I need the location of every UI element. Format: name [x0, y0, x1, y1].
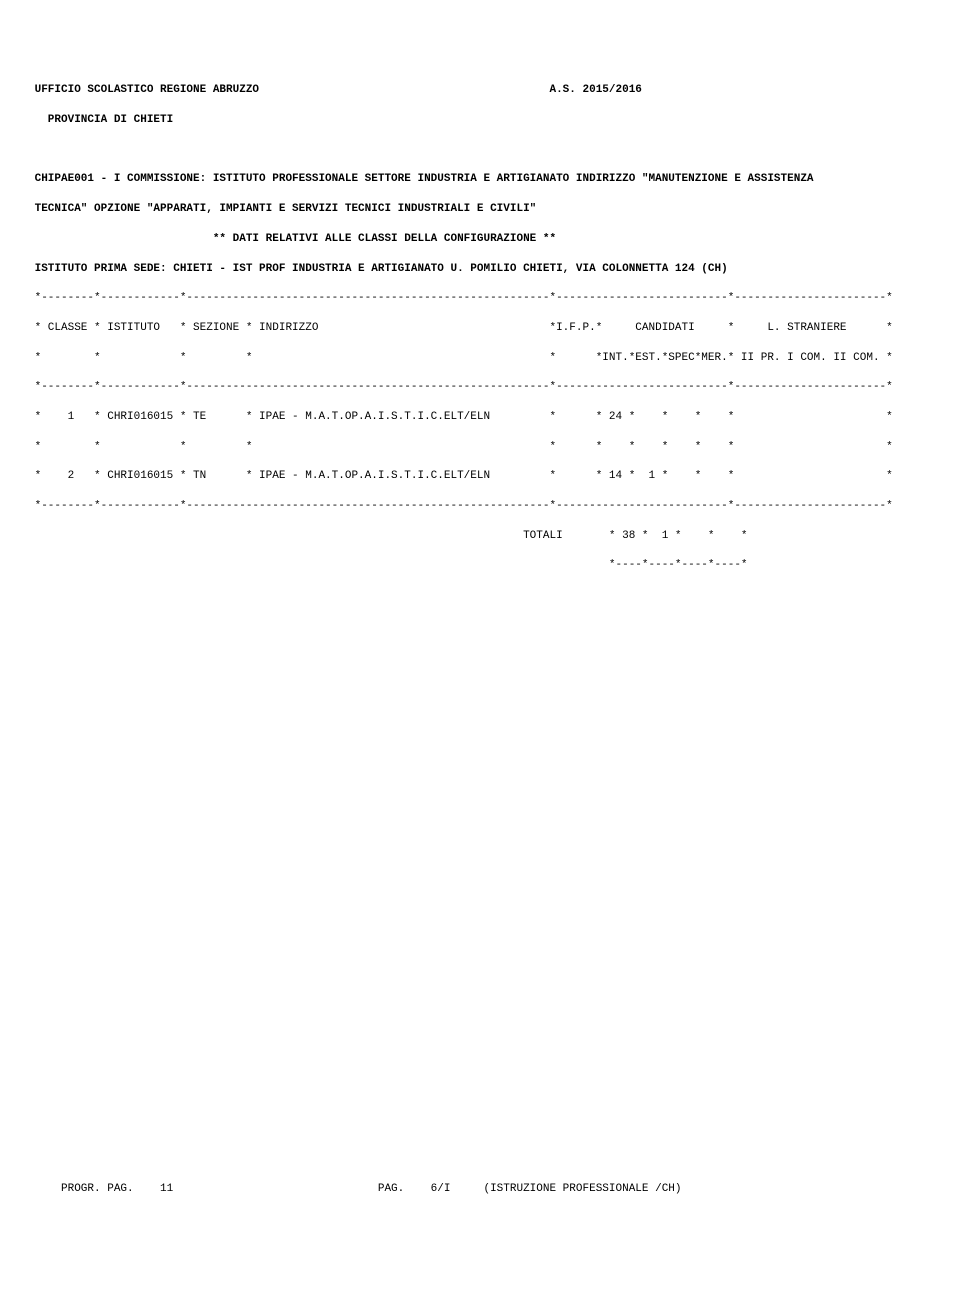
table-rule-mid: *--------*------------*-----------------…: [28, 380, 932, 395]
blank-8: [28, 766, 932, 781]
blank-18: [28, 1063, 932, 1078]
table-rule-bot: *--------*------------*-----------------…: [28, 499, 932, 514]
table-header-2: * * * * * *INT.*EST.*SPEC*MER.* II PR. I…: [28, 351, 932, 366]
table-row-1: * 1 * CHRI016015 * TE * IPAE - M.A.T.OP.…: [28, 410, 932, 425]
blank-3: [28, 618, 932, 633]
table-header-1: * CLASSE * ISTITUTO * SEZIONE * INDIRIZZ…: [28, 321, 932, 336]
blank-4: [28, 647, 932, 662]
blank-9: [28, 796, 932, 811]
table-rule-top: *--------*------------*-----------------…: [28, 291, 932, 306]
totals-line: TOTALI * 38 * 1 * * *: [28, 529, 932, 544]
blank-1: [28, 143, 932, 158]
blank-10: [28, 826, 932, 841]
blank-12: [28, 885, 932, 900]
config-heading: ** DATI RELATIVI ALLE CLASSI DELLA CONFI…: [28, 232, 932, 247]
blank-5: [28, 677, 932, 692]
sede-line: ISTITUTO PRIMA SEDE: CHIETI - IST PROF I…: [28, 262, 932, 277]
blank-16: [28, 1004, 932, 1019]
blank-2: [28, 588, 932, 603]
blank-11: [28, 855, 932, 870]
blank-14: [28, 944, 932, 959]
blank-6: [28, 707, 932, 722]
blank-13: [28, 915, 932, 930]
blank-17: [28, 1033, 932, 1048]
header-province: PROVINCIA DI CHIETI: [28, 113, 932, 128]
blank-7: [28, 737, 932, 752]
totals-rule: *----*----*----*----*: [28, 558, 932, 573]
header-office: UFFICIO SCOLASTICO REGIONE ABRUZZO A.S. …: [28, 83, 932, 98]
commission-line1: CHIPAE001 - I COMMISSIONE: ISTITUTO PROF…: [28, 172, 932, 187]
blank-15: [28, 974, 932, 989]
table-row-2: * 2 * CHRI016015 * TN * IPAE - M.A.T.OP.…: [28, 469, 932, 484]
table-row-spacer: * * * * * * * * * * *: [28, 440, 932, 455]
commission-line2: TECNICA" OPZIONE "APPARATI, IMPIANTI E S…: [28, 202, 932, 217]
blank-19: [28, 1093, 932, 1108]
blank-21: [28, 1152, 932, 1167]
blank-20: [28, 1122, 932, 1137]
footer-line: PROGR. PAG. 11 PAG. 6/I (ISTRUZIONE PROF…: [28, 1182, 932, 1197]
